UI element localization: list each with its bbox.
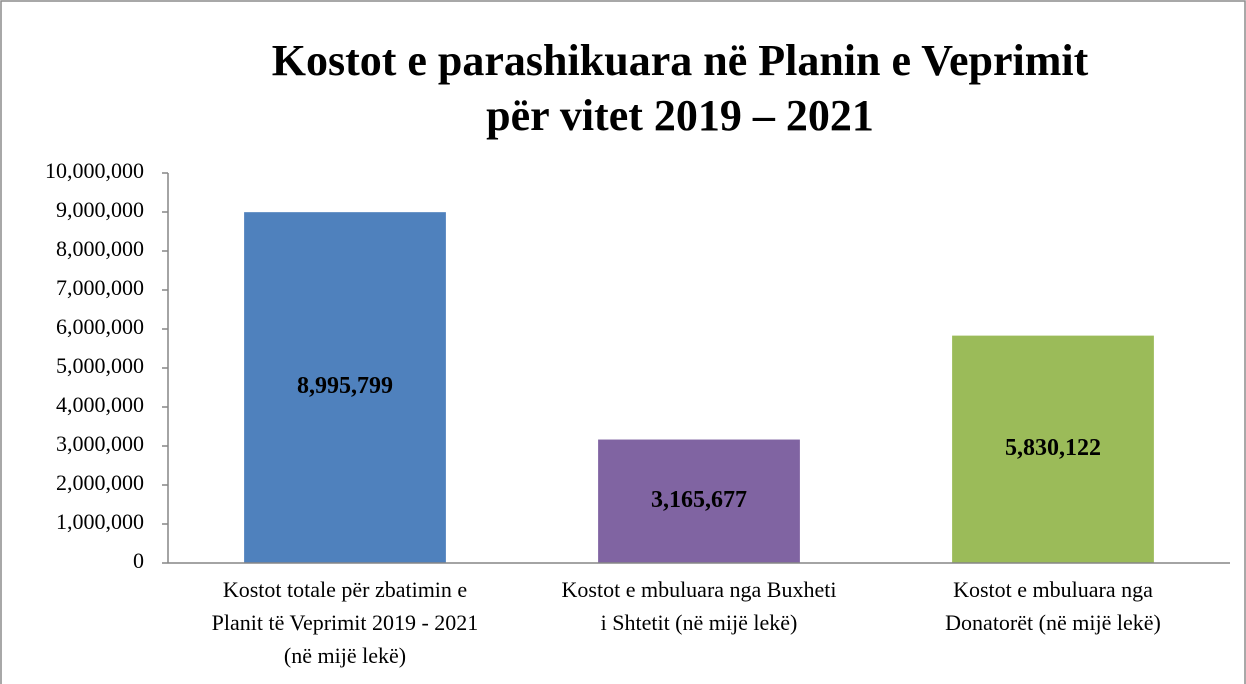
bar [952,335,1154,563]
x-tick-label: Kostot e mbuluara nga Donatorët (në mijë … [945,577,1161,635]
y-tick-label: 0 [133,548,144,573]
data-label: 8,995,799 [297,373,393,399]
y-tick-label: 10,000,000 [45,158,144,183]
y-tick-label: 3,000,000 [56,431,144,456]
chart-title: Kostot e parashikuara në Planin e Veprim… [272,36,1089,140]
y-tick-label: 9,000,000 [56,197,144,222]
y-tick-label: 8,000,000 [56,236,144,261]
y-tick-label: 6,000,000 [56,314,144,339]
data-label: 5,830,122 [1005,435,1101,461]
bar [598,439,800,563]
y-tick-label: 1,000,000 [56,509,144,534]
x-tick-label: Kostot totale për zbatimin e Planit të Ve… [212,577,479,668]
y-tick-label: 7,000,000 [56,275,144,300]
y-tick-label: 5,000,000 [56,353,144,378]
data-label: 3,165,677 [651,487,747,513]
x-tick-label: Kostot e mbuluara nga Buxheti i Shtetit (… [562,577,837,635]
y-tick-label: 2,000,000 [56,470,144,495]
y-tick-label: 4,000,000 [56,392,144,417]
bar [244,212,446,564]
